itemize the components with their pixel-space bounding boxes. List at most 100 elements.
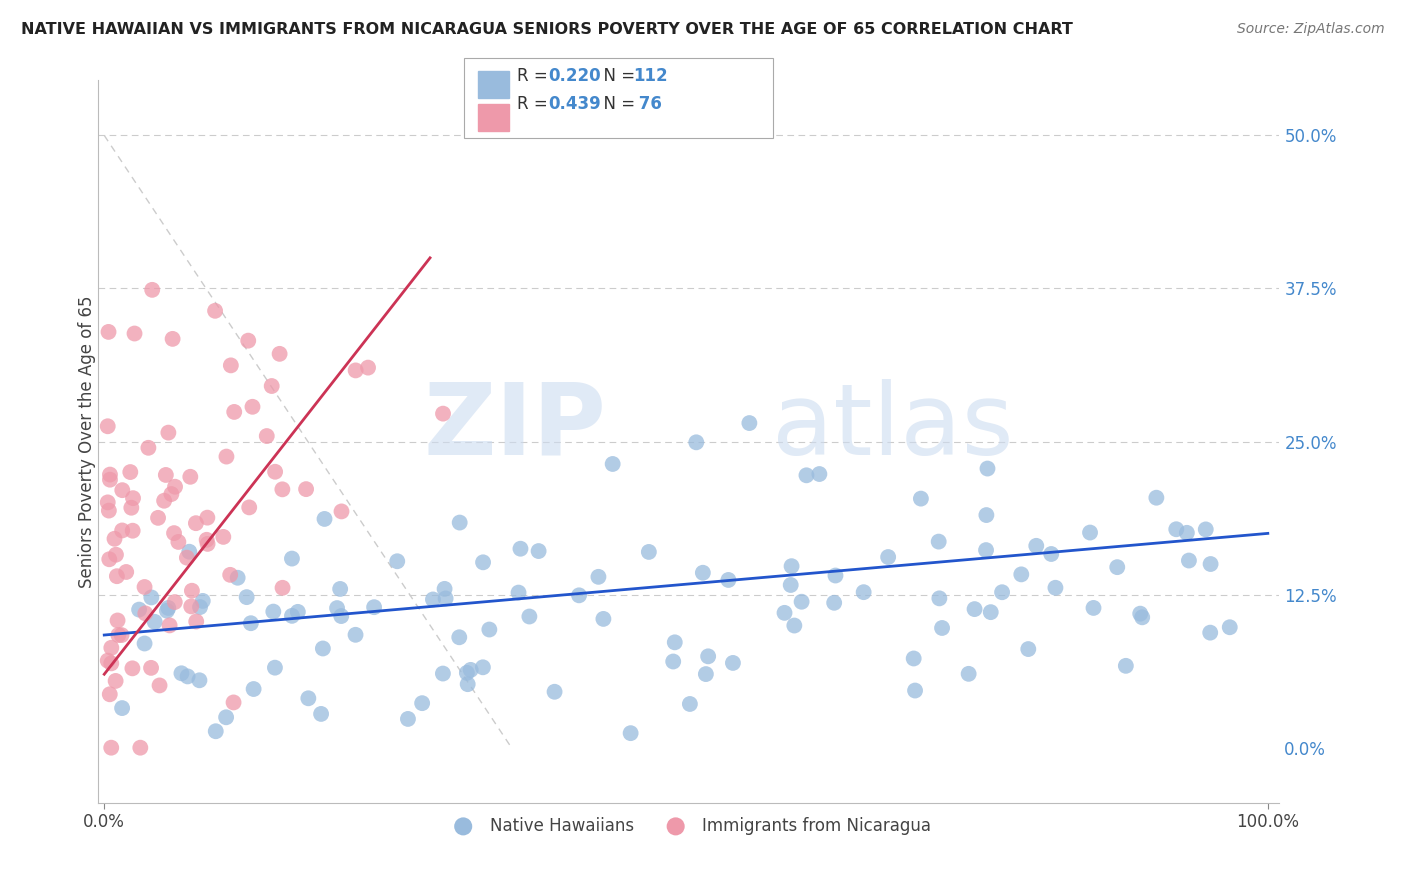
Text: 112: 112 [633,67,668,85]
Y-axis label: Seniors Poverty Over the Age of 65: Seniors Poverty Over the Age of 65 [79,295,96,588]
Point [1115,658,1137,673]
Point [1144,491,1167,505]
Point [287,605,309,619]
Point [433,582,456,596]
Point [679,697,702,711]
Point [1199,625,1222,640]
Point [242,681,264,696]
Point [238,500,260,515]
Point [779,578,801,592]
Text: 0.439: 0.439 [548,95,602,113]
Point [98,687,121,701]
Point [344,363,367,377]
Point [344,628,367,642]
Point [543,685,565,699]
Point [120,465,142,479]
Point [460,663,482,677]
Point [387,554,409,568]
Point [314,512,336,526]
Point [98,467,121,482]
Point [256,429,278,443]
Point [215,450,238,464]
Point [281,608,304,623]
Point [449,516,471,530]
Point [226,571,249,585]
Point [796,468,818,483]
Point [195,533,218,547]
Point [180,599,202,614]
Point [330,504,353,518]
Point [264,661,287,675]
Point [877,549,900,564]
Text: atlas: atlas [772,378,1014,475]
Point [1083,601,1105,615]
Point [928,534,950,549]
Point [134,580,156,594]
Point [309,706,332,721]
Point [167,535,190,549]
Point [100,640,122,655]
Point [527,544,550,558]
Point [97,419,120,434]
Point [271,581,294,595]
Point [138,441,160,455]
Point [141,591,163,605]
Point [620,726,643,740]
Point [602,457,624,471]
Point [1175,525,1198,540]
Point [111,483,134,498]
Point [111,701,134,715]
Point [1010,567,1032,582]
Point [107,628,129,642]
Point [783,618,806,632]
Point [685,435,707,450]
Point [98,473,121,487]
Point [980,605,1002,619]
Point [903,651,925,665]
Point [457,677,479,691]
Point [128,602,150,616]
Point [188,673,211,688]
Point [157,601,180,615]
Point [1199,557,1222,571]
Point [165,480,187,494]
Point [692,566,714,580]
Point [121,661,143,675]
Point [957,666,980,681]
Point [1130,610,1153,624]
Point [808,467,831,481]
Point [1107,560,1129,574]
Point [97,495,120,509]
Text: 76: 76 [633,95,662,113]
Point [357,360,380,375]
Legend: Native Hawaiians, Immigrants from Nicaragua: Native Hawaiians, Immigrants from Nicara… [440,810,938,841]
Point [134,607,156,621]
Point [904,683,927,698]
Point [191,594,214,608]
Point [568,588,591,602]
Point [471,660,494,674]
Point [141,283,163,297]
Point [1017,642,1039,657]
Point [519,609,541,624]
Point [974,543,997,558]
Point [422,592,444,607]
Text: NATIVE HAWAIIAN VS IMMIGRANTS FROM NICARAGUA SENIORS POVERTY OVER THE AGE OF 65 : NATIVE HAWAIIAN VS IMMIGRANTS FROM NICAR… [21,22,1073,37]
Point [162,332,184,346]
Point [264,465,287,479]
Point [134,636,156,650]
Point [97,654,120,668]
Point [269,347,291,361]
Point [326,601,349,615]
Point [976,508,998,522]
Point [637,545,659,559]
Point [931,621,953,635]
Point [396,712,419,726]
Point [238,334,260,348]
Point [197,537,219,551]
Point [824,568,846,582]
Point [180,583,202,598]
Point [239,616,262,631]
Point [188,600,211,615]
Point [329,582,352,596]
